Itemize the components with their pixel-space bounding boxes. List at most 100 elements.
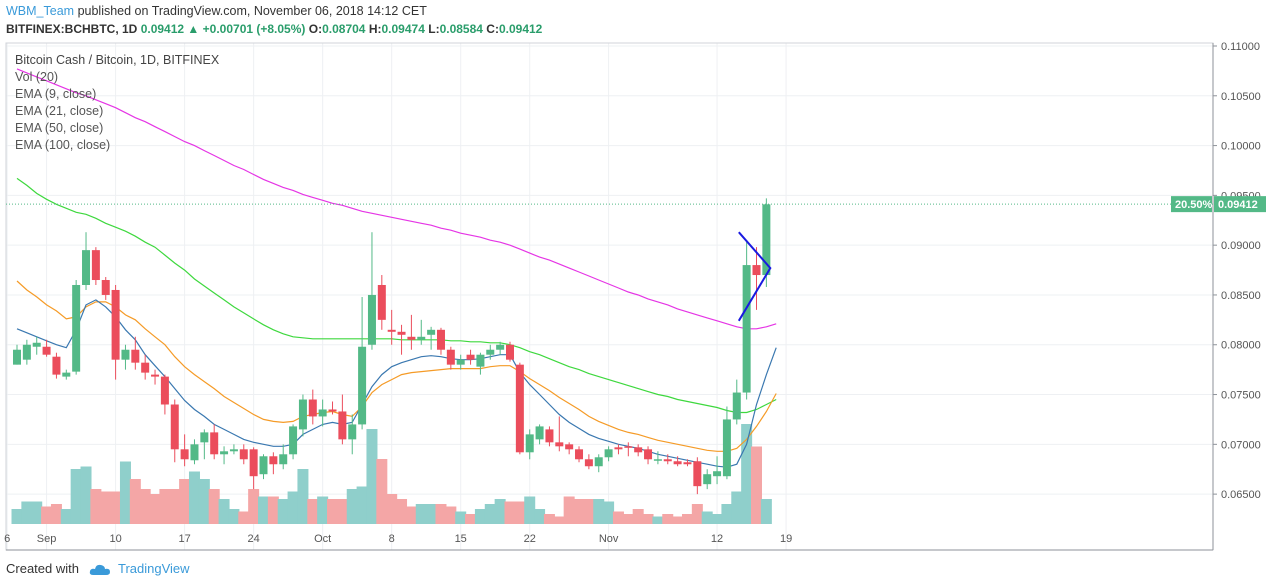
volume-series [11,424,772,524]
candle-body [752,265,761,276]
change-pct-label: 20.50% [1175,199,1213,211]
volume-bar [435,504,447,524]
candle [555,416,564,452]
volume-bar [662,514,674,524]
candle [752,247,761,310]
candle [151,369,160,385]
candle [486,344,495,360]
candle [427,326,436,350]
candle [62,369,71,380]
candle [742,240,751,400]
low-label: L: [428,22,440,36]
candle [13,344,21,365]
volume-bar [129,479,141,524]
candle [673,456,682,467]
author-link[interactable]: WBM_Team [6,4,75,18]
candle-body [722,419,731,477]
price-change: +0.00701 (+8.05%) [202,22,306,36]
ema21-line [16,280,777,452]
candle [713,456,722,485]
volume-bar [307,499,319,524]
candle-body [318,409,327,417]
tradingview-link[interactable]: TradingView [118,561,190,576]
volume-bar [218,499,230,524]
volume-bar [159,489,171,524]
candle-body [555,442,564,447]
candle [456,354,465,370]
candle-body [486,349,495,355]
volume-bar [681,514,693,524]
candle [358,296,367,430]
y-tick-label: 0.06500 [1221,489,1261,501]
candle-body [229,449,238,452]
candle-body [328,409,337,412]
candle [604,446,613,462]
x-tick-label: 10 [109,533,121,545]
candle [466,349,475,365]
candle [545,426,554,447]
volume-bar [760,499,772,524]
volume-bar [701,511,713,524]
candle [210,424,219,460]
candle [525,429,534,460]
candle-body [584,459,593,467]
volume-bar [50,504,62,524]
x-tick-label: 17 [178,533,190,545]
volume-bar [751,446,762,524]
quote-line: BITFINEX:BCHBTC, 1D 0.09412 ▲ +0.00701 (… [6,20,542,38]
candle [121,344,130,370]
candle [732,379,741,425]
volume-bar [188,471,200,524]
volume-bar [455,511,467,524]
candle-body [535,426,544,440]
candle [575,446,584,463]
candle-body [644,449,653,460]
volume-bar [612,511,624,524]
plot-frame [5,42,1214,551]
x-tick-label: 15 [455,533,467,545]
candle-body [387,329,396,332]
volume-bar [267,496,279,524]
volume-bar [514,501,526,524]
volume-bar [543,514,555,524]
candle-series [13,198,771,495]
volume-bar [445,506,457,524]
candle-body [348,424,357,440]
candle-body [624,446,633,448]
candle [644,446,653,465]
candle-body [160,376,169,405]
candle-body [82,250,91,285]
candle [170,399,179,463]
symbol-label: BITFINEX:BCHBTC, 1D [6,22,138,36]
last-price-label: 0.09412 [1218,199,1258,211]
candle-body [653,459,662,461]
candle-body [525,434,534,453]
candle [298,394,307,437]
candle [624,442,633,457]
volume-bar [622,514,634,524]
legend-entry: EMA (21, close) [15,104,103,118]
x-tick-label: Sep [37,533,57,545]
volume-bar [317,496,329,524]
created-with-label: Created with [6,561,79,576]
volume-bar [238,511,250,524]
x-tick-label: 8 [389,533,395,545]
volume-bar [228,509,240,524]
candle-body [121,349,130,360]
candle-body [634,447,643,453]
legend-entry: EMA (50, close) [15,121,103,135]
candle-body [545,429,554,443]
candle-body [693,461,702,487]
candle [663,454,672,465]
volume-bar [504,501,516,524]
volume-bar [258,496,269,524]
candle [496,341,505,355]
publish-line: WBM_Team published on TradingView.com, N… [6,2,427,20]
volume-bar [711,514,723,524]
candle-body [180,449,189,460]
ema100-line [16,68,777,330]
candle [436,327,445,355]
last-price-badge [1214,196,1266,213]
candle [762,198,771,287]
